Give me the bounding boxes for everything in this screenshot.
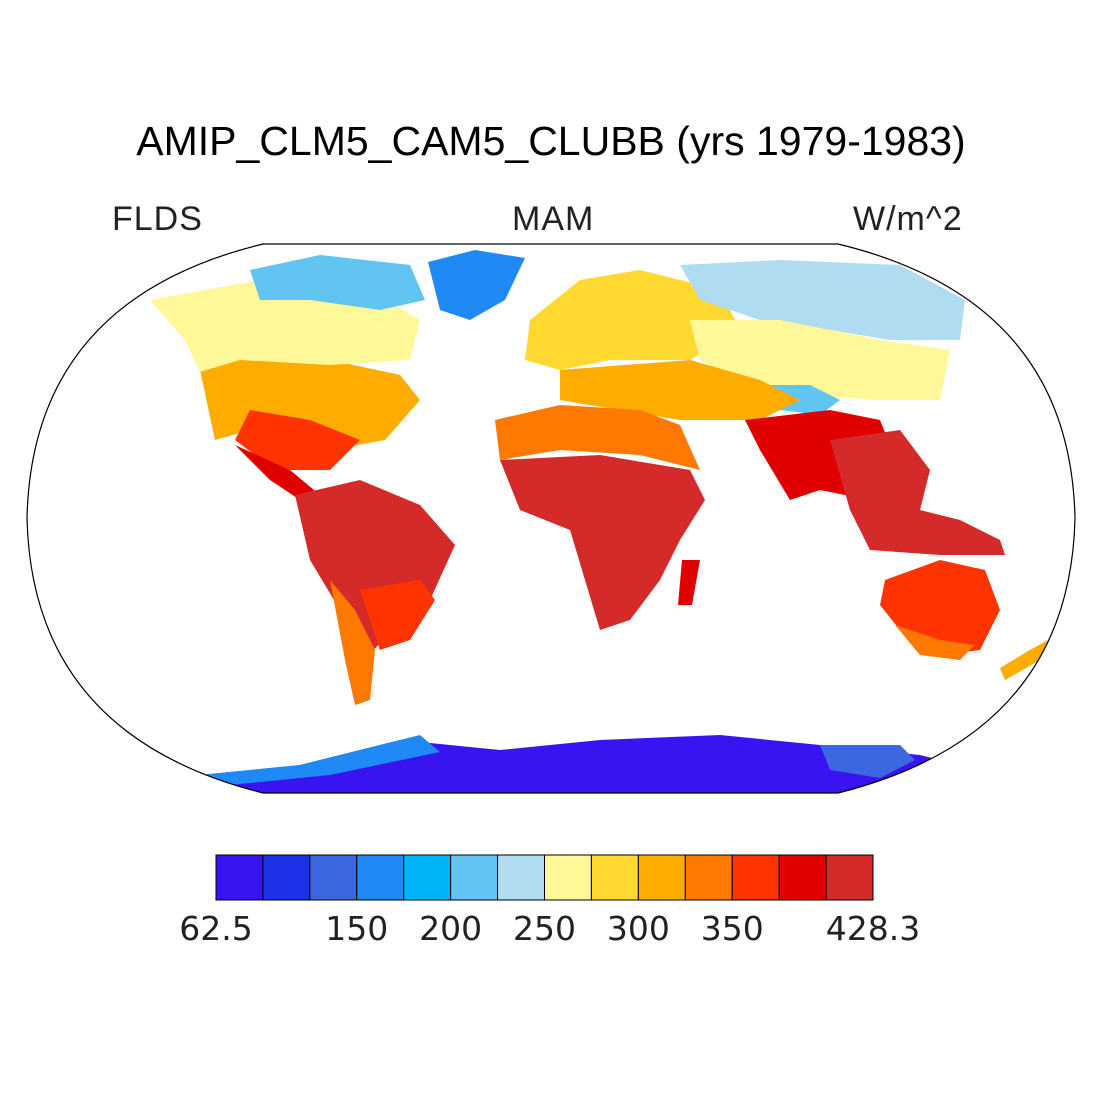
variable-label: FLDS — [112, 200, 203, 238]
colorbar-swatch-8 — [590, 854, 639, 901]
colorbar-swatch-9 — [637, 854, 686, 901]
australia-south — [895, 625, 975, 660]
colorbar-label-4: 300 — [607, 909, 670, 948]
central-africa — [500, 455, 705, 630]
colorbar-swatch-5 — [450, 854, 499, 901]
siberia — [680, 260, 965, 340]
colorbar-label-1: 150 — [325, 909, 388, 948]
colorbar-swatch-2 — [309, 854, 358, 901]
colorbar-swatch-4 — [403, 854, 452, 901]
colorbar-swatch-11 — [731, 854, 780, 901]
gulf-coast — [235, 410, 360, 470]
colorbar-label-2: 200 — [419, 909, 482, 948]
middle-east — [560, 360, 800, 420]
colorbar-swatch-10 — [684, 854, 733, 901]
europe — [525, 270, 740, 370]
central-america — [235, 445, 320, 500]
antarctica-east-coast — [820, 745, 915, 778]
southeast-asia — [830, 430, 1005, 555]
colorbar-swatch-3 — [356, 854, 405, 901]
colorbar-swatch-7 — [544, 854, 592, 901]
south-america — [295, 480, 455, 660]
antarctica-coast — [200, 735, 440, 785]
new-zealand — [1000, 640, 1048, 680]
colorbar-swatch-12 — [778, 854, 827, 901]
units-label: W/m^2 — [853, 200, 963, 238]
colorbar-swatch-1 — [262, 854, 311, 901]
north-america-north — [250, 255, 425, 310]
colorbar-swatch-6 — [497, 854, 546, 901]
colorbar-swatch-0 — [215, 854, 264, 901]
north-africa — [495, 405, 700, 470]
colorbar-swatch-13 — [825, 854, 874, 901]
colorbar-label-0: 62.5 — [179, 909, 252, 948]
season-label: MAM — [512, 200, 595, 238]
south-america-south — [330, 580, 375, 705]
madagascar — [678, 560, 700, 605]
land-fields — [150, 250, 1048, 793]
map-title: AMIP_CLM5_CAM5_CLUBB (yrs 1979-1983) — [136, 118, 966, 164]
colorbar-label-3: 250 — [513, 909, 576, 948]
colorbar-label-6: 428.3 — [826, 909, 920, 948]
south-america-southeast — [360, 580, 435, 650]
colorbar-label-5: 350 — [701, 909, 764, 948]
globe-outline — [26, 243, 1076, 794]
greenland — [428, 250, 525, 320]
